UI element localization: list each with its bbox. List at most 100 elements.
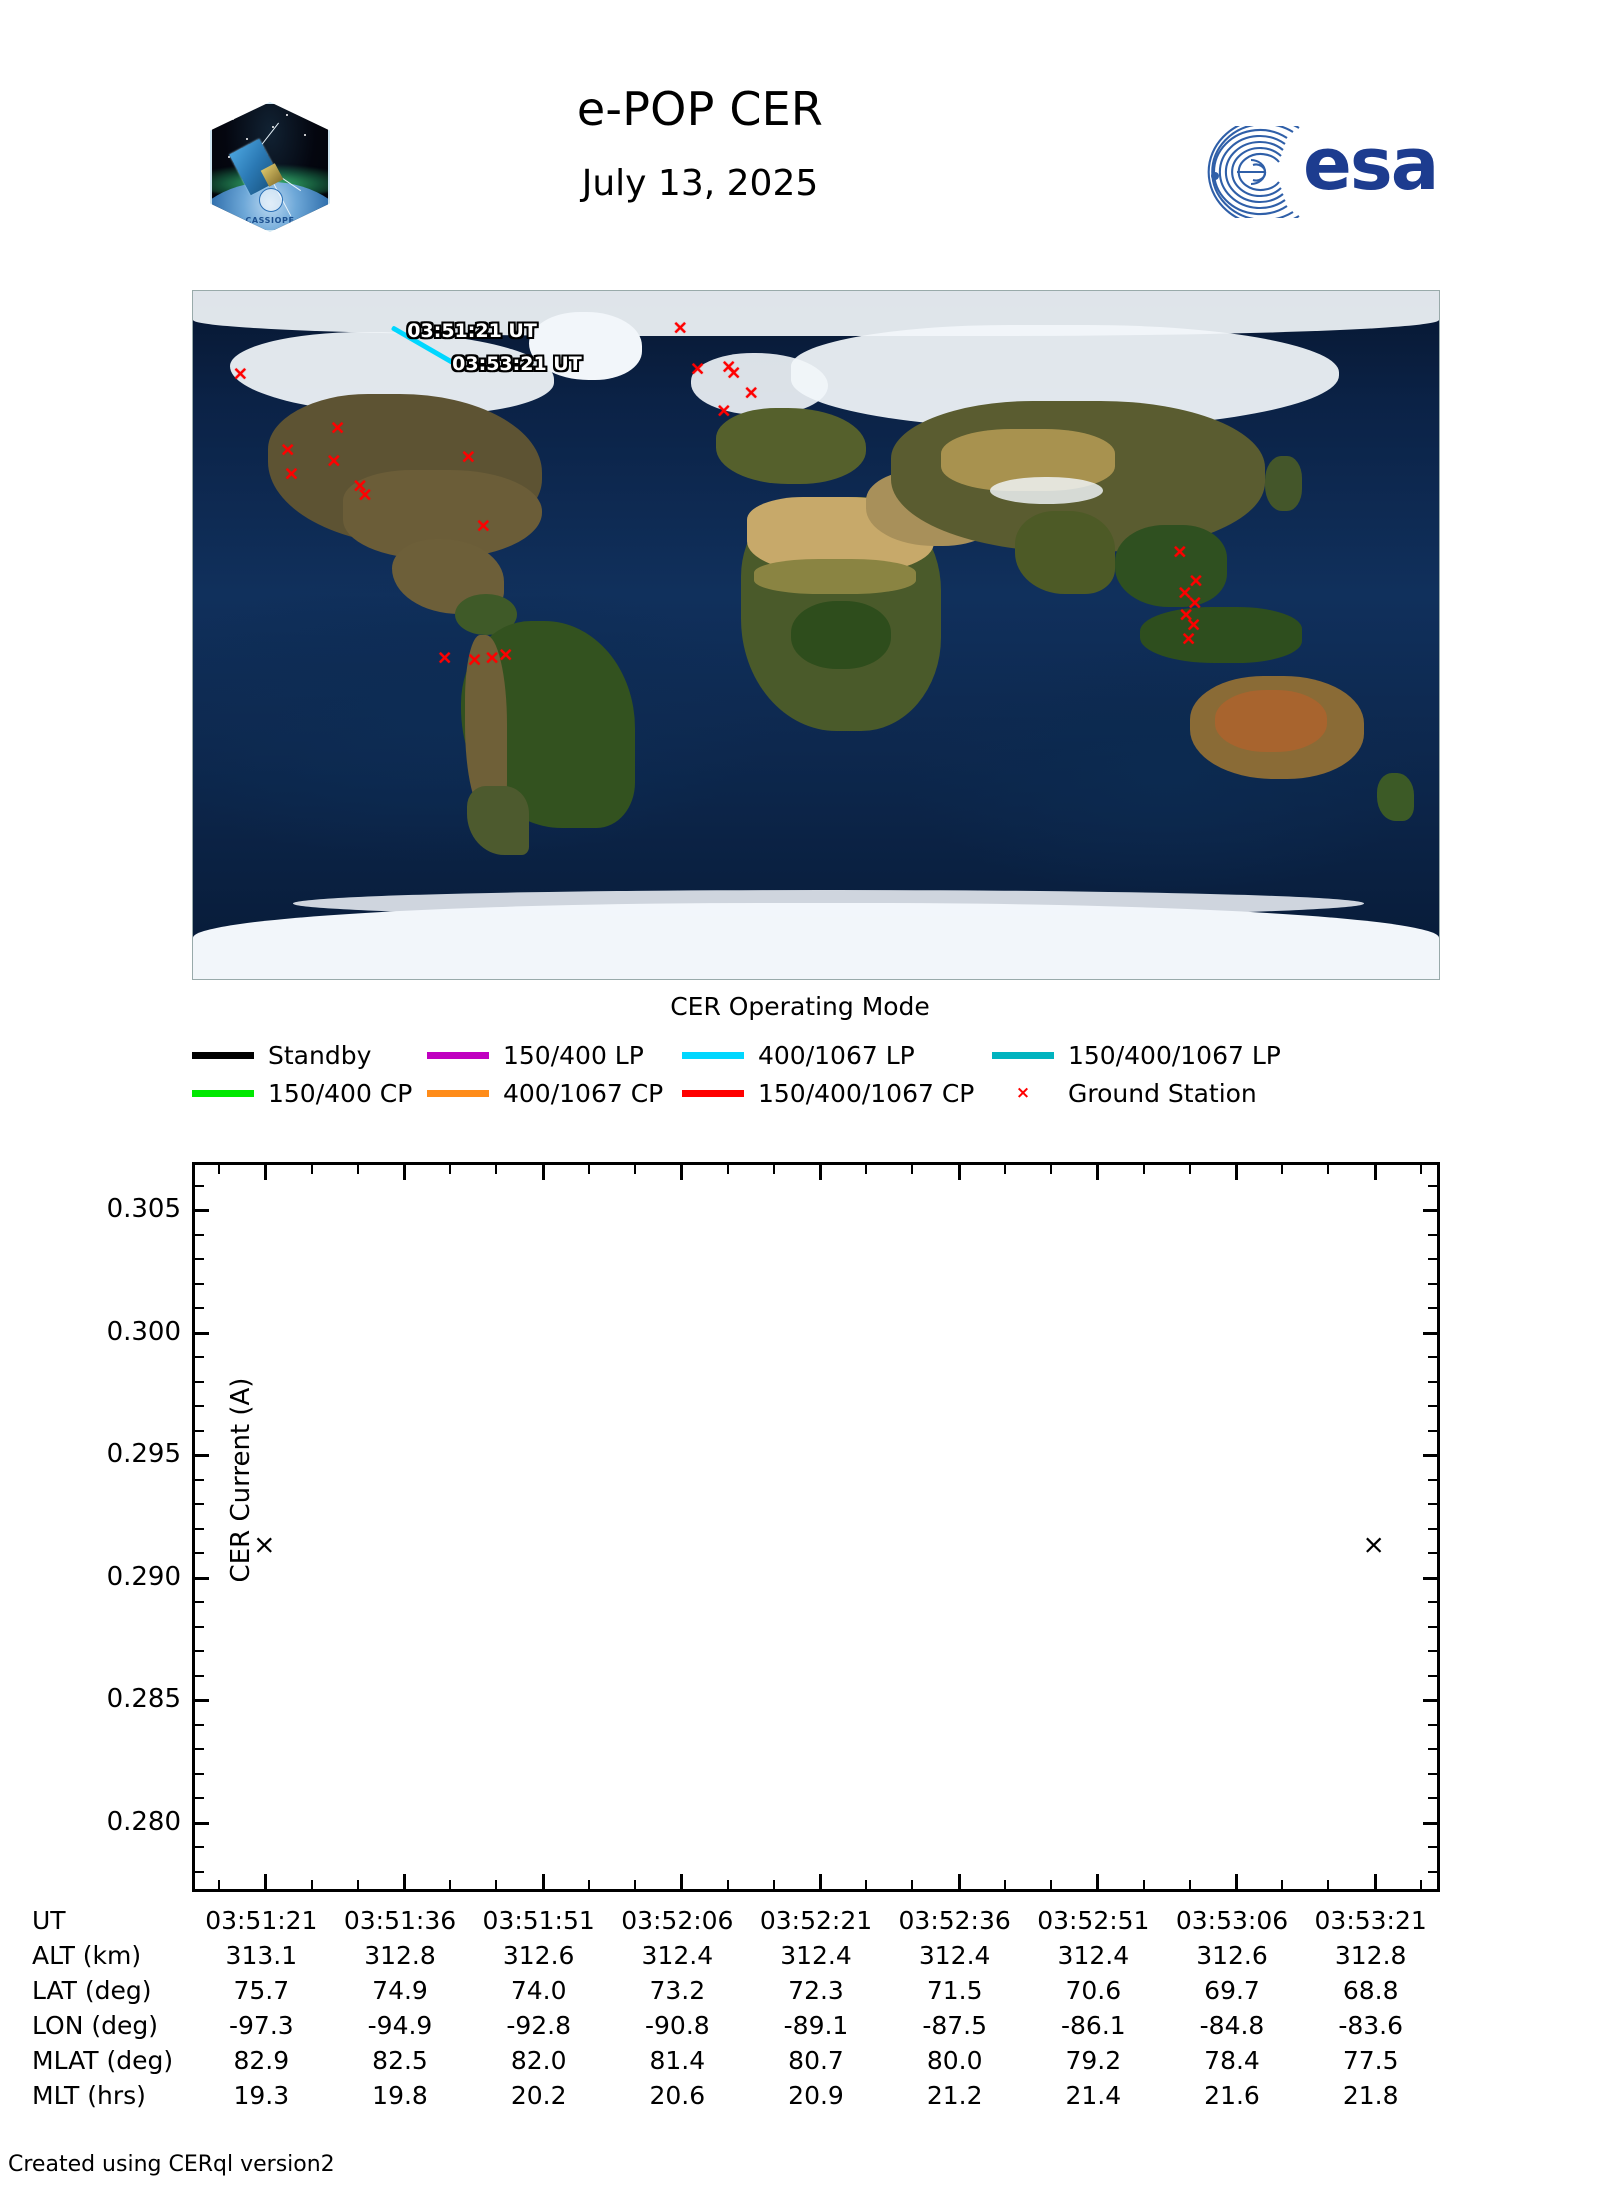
mode-legend-item[interactable]: 150/400 CP <box>192 1076 412 1110</box>
table-cell: 82.9 <box>233 2046 290 2075</box>
x-axis-minor-tick <box>865 1165 868 1174</box>
y-axis-minor-tick <box>195 1625 204 1628</box>
ground-station-marker: × <box>1180 627 1197 650</box>
ground-station-marker: × <box>715 399 732 422</box>
x-axis-tick <box>1235 1874 1238 1889</box>
table-cell: 312.4 <box>1057 1941 1130 1970</box>
mode-legend-item[interactable]: 400/1067 LP <box>682 1038 915 1072</box>
mode-legend-item[interactable]: 150/400/1067 CP <box>682 1076 974 1110</box>
y-axis-tick <box>195 1576 209 1580</box>
x-axis-tick <box>1235 1165 1238 1180</box>
scandinavia-snow <box>691 352 829 415</box>
table-cell: 77.5 <box>1342 2046 1399 2075</box>
y-axis-minor-tick <box>195 1772 204 1775</box>
y-axis-minor-tick <box>1428 1772 1437 1775</box>
y-axis-tick-right <box>1423 1576 1437 1580</box>
ground-station-marker: × <box>232 362 249 385</box>
table-cell: 80.0 <box>926 2046 983 2075</box>
x-axis-minor-tick <box>218 1165 221 1174</box>
india-land <box>1015 511 1116 594</box>
indonesia-land <box>1139 607 1302 663</box>
y-axis-tick-label: 0.280 <box>106 1806 181 1837</box>
mode-legend-item[interactable]: 150/400/1067 LP <box>992 1038 1281 1072</box>
table-cell: 313.1 <box>225 1941 298 1970</box>
ground-station-marker: × <box>672 316 689 339</box>
x-axis-minor-tick <box>310 1165 313 1174</box>
x-axis-minor-tick <box>1142 1880 1145 1889</box>
x-axis-minor-tick <box>634 1880 637 1889</box>
europe-land <box>716 407 866 484</box>
ground-station-marker: × <box>466 648 483 671</box>
data-point-marker: × <box>253 1529 276 1561</box>
table-cell: 03:52:06 <box>621 1906 734 1935</box>
table-cell: 74.9 <box>372 1976 428 2005</box>
table-cell: -90.8 <box>644 2011 710 2040</box>
mode-legend-item[interactable]: × Ground Station <box>992 1076 1257 1110</box>
mode-legend-item[interactable]: 400/1067 CP <box>427 1076 663 1110</box>
table-cell: 312.6 <box>1196 1941 1268 1970</box>
table-cell: -97.3 <box>228 2011 294 2040</box>
table-cell: 312.8 <box>1334 1941 1407 1970</box>
y-axis-minor-tick <box>195 1307 204 1310</box>
x-axis-tick <box>403 1165 406 1180</box>
y-axis-tick-label: 0.305 <box>106 1194 181 1225</box>
y-axis-minor-tick <box>1428 1601 1437 1604</box>
y-axis-tick <box>195 1331 209 1335</box>
ground-station-legend-icon: × <box>1015 1082 1031 1103</box>
mode-legend-item[interactable]: Standby <box>192 1038 371 1072</box>
y-axis-minor-tick <box>195 1870 204 1873</box>
table-cell: -87.5 <box>922 2011 987 2040</box>
x-axis-minor-tick <box>865 1880 868 1889</box>
ground-station-marker: × <box>475 514 492 537</box>
y-axis-minor-tick <box>1428 1674 1437 1677</box>
esa-swirl-icon <box>1207 118 1300 226</box>
ground-station-marker: × <box>460 445 477 468</box>
table-cell: 72.3 <box>788 1976 844 2005</box>
table-cell: 71.5 <box>926 1976 983 2005</box>
x-axis-tick <box>680 1165 684 1180</box>
mode-legend-item[interactable]: 150/400 LP <box>427 1038 644 1072</box>
y-axis-minor-tick <box>195 1552 204 1555</box>
y-axis-tick-right <box>1423 1209 1437 1213</box>
ground-station-marker: × <box>1176 581 1193 604</box>
x-axis-minor-tick <box>772 1880 775 1889</box>
mode-legend-label: 150/400 CP <box>268 1078 413 1108</box>
mode-legend-swatch <box>427 1089 489 1097</box>
x-axis-minor-tick <box>1419 1165 1422 1174</box>
mission-patch-label: CASSIOPE <box>245 216 295 225</box>
world-map: × × × × × × × × × × × × × × × × × × × × × × × × × × 03:51:21 UT 03… <box>192 290 1440 980</box>
table-row-label: LAT (deg) <box>32 1976 152 2005</box>
y-axis-minor-tick <box>195 1380 204 1383</box>
mode-legend-label: 150/400/1067 CP <box>758 1078 975 1108</box>
ground-station-marker: × <box>1178 603 1195 626</box>
y-axis-tick-label: 0.285 <box>106 1684 181 1715</box>
table-row-label: MLT (hrs) <box>32 2081 146 2110</box>
x-axis-tick <box>264 1874 268 1889</box>
andes-range <box>464 635 507 814</box>
table-cell: 19.3 <box>233 2081 290 2110</box>
table-cell: 20.9 <box>788 2081 844 2110</box>
table-row: MLT (hrs) 19.3 19.8 20.2 20.6 20.9 21.2 21.4 21.… <box>0 2081 1600 2111</box>
page-header: CASSIOPE e-POP CER July 13, 2025 <box>0 0 1600 270</box>
x-axis-minor-tick <box>356 1880 359 1889</box>
y-axis-minor-tick <box>195 1846 204 1848</box>
y-axis-minor-tick <box>1428 1650 1437 1653</box>
y-axis-minor-tick <box>195 1429 204 1432</box>
y-axis-minor-tick <box>1428 1233 1437 1236</box>
table-cell: 20.2 <box>510 2081 567 2110</box>
ground-station-marker: × <box>1188 569 1204 592</box>
mission-patch-hexagon: CASSIOPE <box>210 102 330 232</box>
x-axis-tick <box>1373 1874 1377 1889</box>
table-cell: 82.0 <box>510 2046 567 2075</box>
mode-legend-label: 150/400 LP <box>503 1040 644 1070</box>
x-axis-minor-tick <box>1003 1165 1006 1174</box>
congo-basin <box>791 600 891 670</box>
australia-outback <box>1214 690 1327 752</box>
table-cell: 82.5 <box>372 2046 428 2075</box>
y-axis-minor-tick <box>195 1650 204 1653</box>
y-axis-minor-tick <box>195 1233 204 1236</box>
y-axis-tick <box>195 1209 209 1213</box>
x-axis-tick <box>819 1874 822 1889</box>
x-axis-minor-tick <box>911 1880 914 1889</box>
x-axis-minor-tick <box>1050 1880 1053 1889</box>
